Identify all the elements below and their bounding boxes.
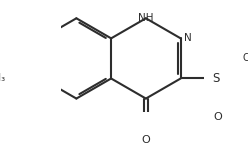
Text: O: O: [213, 112, 222, 122]
Text: S: S: [212, 72, 220, 85]
Text: CH₃: CH₃: [243, 53, 248, 63]
Text: N: N: [184, 32, 191, 42]
Text: NH: NH: [138, 13, 154, 23]
Text: CH₃: CH₃: [0, 74, 5, 83]
Text: O: O: [142, 135, 150, 145]
